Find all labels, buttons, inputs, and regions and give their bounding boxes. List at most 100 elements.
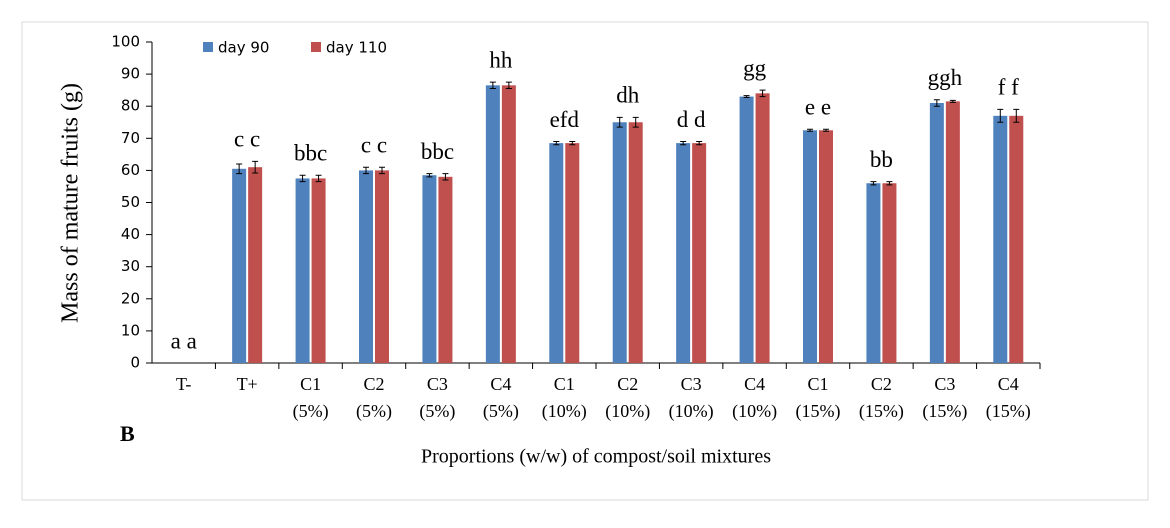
error-bar: [505, 81, 512, 90]
annotation: c c: [361, 132, 387, 157]
error-bar: [696, 141, 703, 146]
y-axis-title: Mass of mature fruits (g): [58, 83, 84, 323]
y-tick-label: 80: [121, 97, 140, 115]
annotation: bb: [870, 147, 893, 172]
y-tick-label: 40: [121, 225, 140, 243]
annotation: a a: [171, 328, 197, 353]
bar: [232, 168, 247, 363]
error-bar: [759, 89, 766, 98]
x-tick-label: (15%): [922, 401, 967, 422]
x-tick-label: (10%): [542, 401, 587, 422]
bar: [866, 183, 881, 363]
bar: [248, 167, 263, 363]
error-bar: [616, 116, 623, 128]
bar: [422, 175, 437, 363]
annotation: bbc: [421, 139, 454, 164]
bar: [755, 93, 770, 364]
x-tick-label: (15%): [796, 401, 841, 422]
x-tick-label: (15%): [986, 401, 1031, 422]
bar: [485, 85, 500, 364]
bar: [628, 122, 643, 363]
error-bar: [870, 181, 877, 186]
x-tick-label: (5%): [419, 401, 455, 422]
bar: [993, 115, 1008, 363]
y-tick-label: 70: [121, 129, 140, 147]
annotation: hh: [489, 47, 513, 72]
bar: [311, 178, 326, 363]
annotation: gg: [743, 55, 767, 80]
x-tick-label: T+: [237, 374, 258, 394]
error-bar: [933, 99, 940, 107]
bar: [803, 130, 817, 363]
bar: [692, 143, 707, 363]
x-tick-label: (10%): [669, 401, 714, 422]
x-tick-label: (5%): [293, 401, 329, 422]
x-tick-label: C3: [427, 374, 448, 394]
bar: [438, 176, 453, 363]
annotation: f f: [998, 75, 1019, 100]
legend-swatch: [203, 42, 213, 52]
error-bar: [1013, 108, 1020, 123]
error-bar: [680, 141, 687, 146]
x-tick-label: C2: [871, 374, 892, 394]
error-bar: [997, 108, 1004, 123]
y-tick-label: 100: [111, 33, 140, 51]
legend-label: day 90: [218, 39, 269, 57]
bar: [295, 178, 310, 363]
x-tick-label: C4: [998, 374, 1019, 394]
error-bar: [823, 128, 829, 132]
error-bar: [489, 81, 496, 90]
x-tick-label: (10%): [605, 401, 650, 422]
bar: [549, 143, 564, 363]
x-tick-label: C3: [934, 374, 955, 394]
annotation: e e: [805, 95, 831, 120]
annotation: bbc: [294, 140, 327, 165]
bar: [739, 96, 754, 363]
error-bar: [363, 166, 369, 175]
y-tick-label: 30: [121, 257, 140, 275]
bar: [882, 183, 897, 363]
legend-swatch: [311, 42, 321, 52]
annotation: d d: [677, 107, 706, 132]
annotation: c c: [234, 127, 260, 152]
error-bar: [236, 163, 243, 175]
x-tick-label: (5%): [356, 401, 392, 422]
y-tick-label: 10: [121, 321, 140, 339]
bar: [359, 170, 373, 363]
error-bar: [379, 166, 385, 175]
error-bar: [299, 174, 306, 183]
y-tick-label: 60: [121, 161, 140, 179]
y-tick-label: 50: [121, 193, 140, 211]
legend-label: day 110: [326, 39, 387, 57]
bar: [945, 101, 960, 363]
x-tick-label: C2: [617, 374, 638, 394]
y-tick-label: 0: [130, 354, 140, 372]
bar: [612, 122, 627, 363]
error-bar: [807, 128, 813, 132]
error-bar: [442, 173, 449, 181]
y-tick-label: 90: [121, 65, 140, 83]
error-bar: [949, 99, 956, 103]
x-tick-label: (10%): [732, 401, 777, 422]
error-bar: [632, 116, 639, 128]
x-tick-label: C1: [554, 374, 575, 394]
x-tick-label: C4: [490, 374, 511, 394]
bar: [565, 143, 580, 363]
error-bar: [569, 141, 576, 146]
x-tick-label: C3: [681, 374, 702, 394]
panel-label: B: [120, 421, 135, 446]
x-tick-label: C2: [363, 374, 384, 394]
bar: [375, 170, 389, 363]
annotation: dh: [616, 83, 640, 108]
x-tick-label: C4: [744, 374, 765, 394]
bar: [819, 130, 833, 363]
error-bar: [252, 160, 259, 174]
error-bar: [886, 181, 893, 186]
y-tick-label: 20: [121, 289, 140, 307]
x-tick-label: C1: [300, 374, 321, 394]
annotation: efd: [550, 107, 580, 132]
error-bar: [553, 141, 560, 146]
x-tick-label: (15%): [859, 401, 904, 422]
